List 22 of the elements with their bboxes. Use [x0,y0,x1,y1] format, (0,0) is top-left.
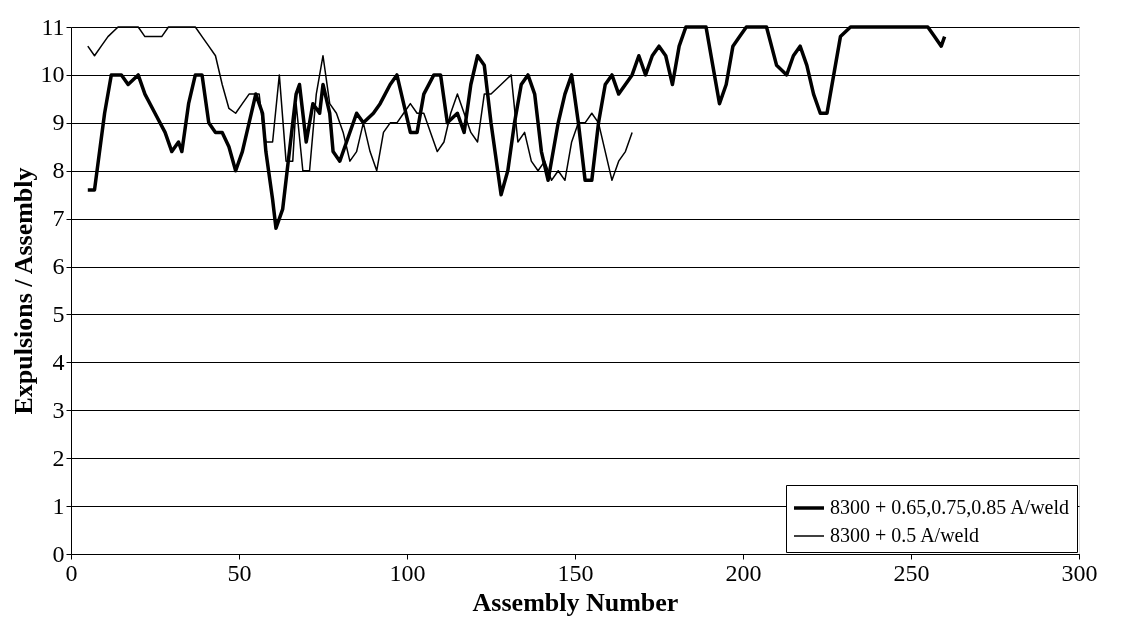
x-tick-label: 150 [557,559,594,586]
y-axis-title: Expulsions / Assembly [8,167,38,415]
y-tick-label: 8 [52,157,65,184]
x-tick-label: 50 [227,559,252,586]
y-tick-label: 9 [52,109,65,136]
x-tick-label: 200 [725,559,762,586]
y-tick-label: 6 [52,253,65,280]
y-tick-label: 2 [52,444,65,471]
x-tick-label: 300 [1061,559,1098,586]
y-tick-label: 5 [52,300,65,327]
y-tick-label: 4 [52,348,65,375]
y-tick-label: 1 [52,492,65,519]
y-tick-label: 3 [52,396,65,423]
x-tick-label: 250 [893,559,930,586]
y-tick-label: 11 [41,13,65,40]
legend-label: 8300 + 0.5 A/weld [830,524,980,546]
x-tick-label: 100 [389,559,426,586]
y-tick-label: 10 [40,61,65,88]
legend-label: 8300 + 0.65,0.75,0.85 A/weld [830,496,1070,518]
y-tick-label: 7 [52,205,65,232]
x-axis-title: Assembly Number [472,587,679,617]
y-tick-label: 0 [52,540,65,567]
